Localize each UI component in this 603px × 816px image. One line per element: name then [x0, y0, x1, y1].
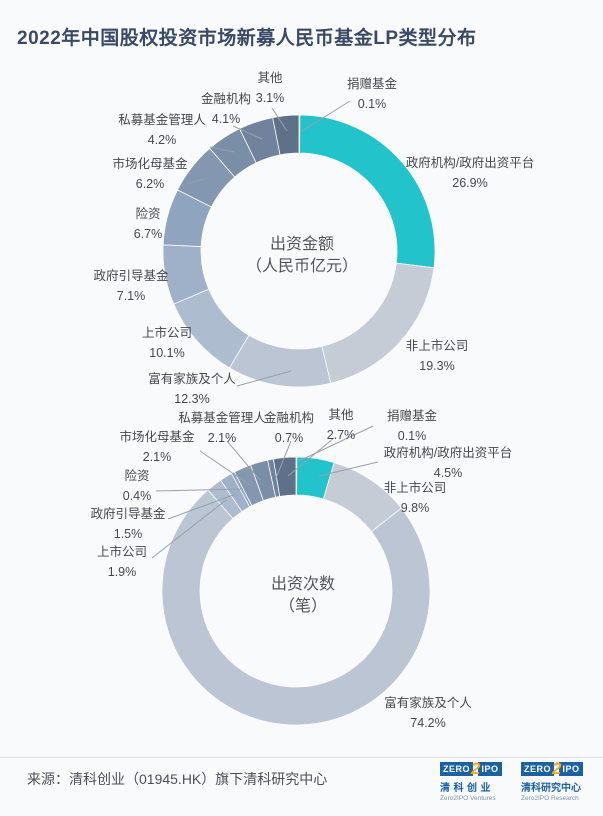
donut-slice: [272, 114, 300, 156]
zero2ipo-badge: ZERO 2 IPO: [521, 760, 597, 777]
chart2-center-title: 出资次数 （笔）: [270, 576, 336, 615]
label-leader-line: [318, 461, 379, 477]
label-leader-line: [199, 450, 251, 486]
footer-divider: [0, 757, 603, 758]
c1-label-listed-company: 上市公司 10.1%: [141, 326, 193, 360]
c1-label-family-individual: 富有家族及个人 12.3%: [148, 372, 236, 406]
donut-slice: [272, 456, 297, 497]
c1-label-govt-platform: 政府机构/政府出资平台 26.9%: [405, 156, 535, 190]
c1-label-donation-fund: 捐赠基金 0.1%: [346, 77, 398, 111]
c1-label-govt-guidance-fund: 政府引导基金 7.1%: [93, 269, 169, 303]
c2-label-insurance-capital: 险资 0.4%: [122, 469, 152, 503]
zero2ipo-badge: ZERO 2 IPO: [440, 760, 516, 777]
c1-label-market-fof: 市场化母基金 6.2%: [112, 157, 188, 191]
label-leader-line: [209, 146, 235, 153]
zero2ipo-ventures-logo: ZERO 2 IPO 清科创业 Zero2IPO Ventures: [440, 760, 516, 802]
label-leader-line: [155, 488, 244, 492]
label-leader-line: [301, 100, 351, 132]
c2-label-donation-fund: 捐赠基金 0.1%: [386, 409, 438, 443]
label-leader-line: [151, 499, 227, 559]
c1-label-pe-manager: 私募基金管理人 4.2%: [118, 113, 206, 147]
c2-label-listed-company: 上市公司 1.9%: [96, 545, 148, 579]
label-leader-line: [275, 440, 292, 479]
label-leader-line: [167, 493, 237, 520]
page-title: 2022年中国股权投资市场新募人民币基金LP类型分布: [17, 28, 477, 49]
c2-label-market-fof: 市场化母基金 2.1%: [119, 430, 195, 464]
c1-label-insurance-capital: 险资 6.7%: [133, 207, 163, 241]
c1-label-non-listed-company: 非上市公司 19.3%: [405, 339, 469, 373]
label-leader-line: [287, 437, 335, 477]
label-leader-line: [271, 107, 288, 132]
c2-label-pe-manager: 私募基金管理人 2.1%: [178, 411, 266, 445]
c2-label-other: 其他 2.7%: [326, 408, 356, 442]
c2-label-non-listed-company: 非上市公司 9.8%: [383, 481, 447, 515]
label-leader-line: [232, 125, 263, 140]
c2-label-govt-platform: 政府机构/政府出资平台 4.5%: [383, 446, 513, 480]
label-leader-line: [226, 440, 261, 481]
c1-label-other: 其他 3.1%: [255, 71, 285, 105]
label-leader-line: [298, 425, 374, 462]
label-leader-line: [185, 178, 205, 185]
c2-label-family-individual: 富有家族及个人 74.2%: [384, 696, 472, 730]
label-leader-line: [236, 370, 292, 387]
c2-label-govt-guidance-fund: 政府引导基金 1.5%: [90, 507, 166, 541]
source-text: 来源：清科创业（01945.HK）旗下清科研究中心: [27, 771, 328, 787]
c1-label-financial-institution: 金融机构 4.1%: [200, 92, 252, 126]
chart1-center-title: 出资金额 （人民币亿元）: [245, 236, 359, 275]
c2-label-financial-institution: 金融机构 0.7%: [263, 411, 315, 445]
zero2ipo-research-logo: ZERO 2 IPO 清科研究中心 Zero2IPO Research: [521, 760, 597, 802]
